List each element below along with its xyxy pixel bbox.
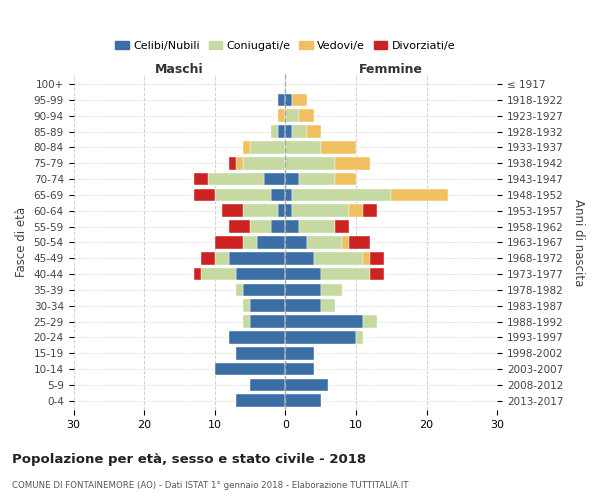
Bar xyxy=(342,236,349,248)
Bar xyxy=(278,204,286,217)
Bar xyxy=(363,315,377,328)
Bar xyxy=(307,125,320,138)
Bar xyxy=(292,125,307,138)
Bar xyxy=(391,188,448,201)
Bar xyxy=(278,125,286,138)
Bar xyxy=(335,157,370,170)
Bar xyxy=(236,394,286,407)
Bar xyxy=(236,347,286,360)
Bar xyxy=(215,363,286,376)
Bar xyxy=(222,204,243,217)
Bar xyxy=(286,268,320,280)
Bar xyxy=(215,252,229,264)
Bar xyxy=(243,300,250,312)
Bar xyxy=(243,157,286,170)
Bar xyxy=(264,172,286,186)
Bar xyxy=(286,157,335,170)
Bar xyxy=(286,236,307,248)
Bar xyxy=(320,284,342,296)
Bar xyxy=(299,220,335,233)
Bar xyxy=(286,378,328,392)
Bar xyxy=(286,172,299,186)
Bar xyxy=(320,141,356,154)
Bar xyxy=(250,220,271,233)
Bar xyxy=(286,252,314,264)
Bar xyxy=(286,315,363,328)
Text: Popolazione per età, sesso e stato civile - 2018: Popolazione per età, sesso e stato civil… xyxy=(12,452,366,466)
Text: Femmine: Femmine xyxy=(359,63,423,76)
Bar xyxy=(257,236,286,248)
Bar xyxy=(229,252,286,264)
Bar xyxy=(200,268,236,280)
Bar xyxy=(286,220,299,233)
Bar xyxy=(292,188,391,201)
Bar xyxy=(271,188,286,201)
Bar xyxy=(307,236,342,248)
Bar xyxy=(243,284,286,296)
Bar xyxy=(299,110,314,122)
Bar xyxy=(286,363,314,376)
Bar xyxy=(370,252,384,264)
Bar xyxy=(271,125,278,138)
Bar xyxy=(200,252,215,264)
Bar xyxy=(250,141,286,154)
Bar xyxy=(314,252,363,264)
Bar xyxy=(286,300,320,312)
Bar xyxy=(370,268,384,280)
Bar xyxy=(229,157,236,170)
Bar xyxy=(286,141,320,154)
Bar xyxy=(286,94,292,106)
Bar xyxy=(292,204,349,217)
Bar xyxy=(194,188,215,201)
Bar xyxy=(194,172,208,186)
Bar xyxy=(363,252,370,264)
Bar xyxy=(299,172,335,186)
Bar xyxy=(320,268,370,280)
Bar xyxy=(286,110,299,122)
Bar xyxy=(250,315,286,328)
Bar xyxy=(215,188,271,201)
Bar xyxy=(349,236,370,248)
Bar xyxy=(194,268,200,280)
Bar xyxy=(286,347,314,360)
Bar xyxy=(229,220,250,233)
Bar xyxy=(286,188,292,201)
Legend: Celibi/Nubili, Coniugati/e, Vedovi/e, Divorziati/e: Celibi/Nubili, Coniugati/e, Vedovi/e, Di… xyxy=(111,36,460,56)
Bar xyxy=(243,141,250,154)
Bar xyxy=(250,300,286,312)
Bar xyxy=(250,378,286,392)
Bar xyxy=(243,315,250,328)
Bar xyxy=(286,125,292,138)
Bar xyxy=(349,204,363,217)
Bar xyxy=(229,331,286,344)
Bar xyxy=(271,220,286,233)
Bar xyxy=(286,331,356,344)
Bar xyxy=(215,236,243,248)
Bar xyxy=(236,284,243,296)
Y-axis label: Anni di nascita: Anni di nascita xyxy=(572,198,585,286)
Bar xyxy=(292,94,307,106)
Bar xyxy=(236,157,243,170)
Bar xyxy=(286,284,320,296)
Bar xyxy=(278,94,286,106)
Bar xyxy=(278,110,286,122)
Bar xyxy=(356,331,363,344)
Y-axis label: Fasce di età: Fasce di età xyxy=(15,208,28,278)
Bar xyxy=(286,204,292,217)
Bar xyxy=(208,172,264,186)
Bar xyxy=(243,236,257,248)
Bar xyxy=(363,204,377,217)
Bar xyxy=(243,204,278,217)
Bar xyxy=(286,394,320,407)
Bar xyxy=(335,172,356,186)
Bar xyxy=(320,300,335,312)
Bar xyxy=(335,220,349,233)
Text: Maschi: Maschi xyxy=(155,63,204,76)
Bar xyxy=(236,268,286,280)
Text: COMUNE DI FONTAINEMORE (AO) - Dati ISTAT 1° gennaio 2018 - Elaborazione TUTTITAL: COMUNE DI FONTAINEMORE (AO) - Dati ISTAT… xyxy=(12,480,409,490)
